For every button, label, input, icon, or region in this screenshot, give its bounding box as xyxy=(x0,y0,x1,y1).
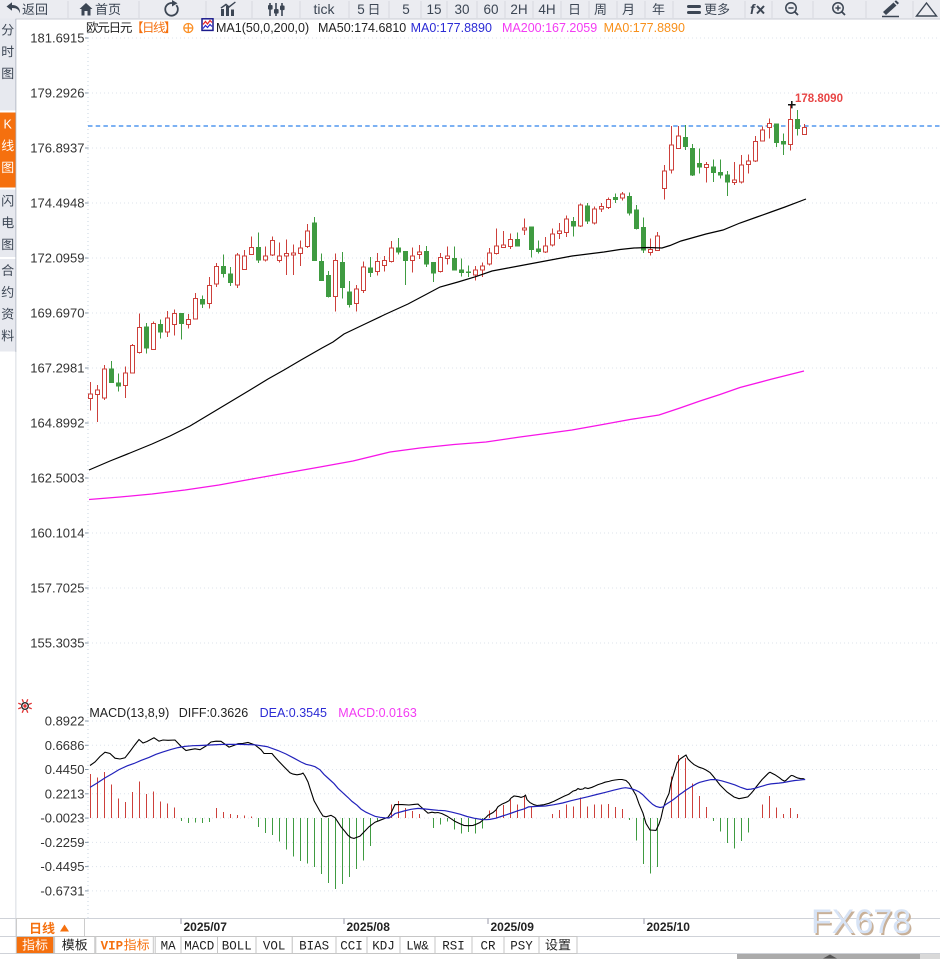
svg-text:155.3035: 155.3035 xyxy=(30,636,84,651)
svg-text:FX678: FX678 xyxy=(811,903,911,941)
svg-text:0.2213: 0.2213 xyxy=(45,786,85,801)
svg-text:2025/07: 2025/07 xyxy=(184,920,228,934)
svg-text:15: 15 xyxy=(426,2,441,17)
svg-text:0.4450: 0.4450 xyxy=(45,762,85,777)
svg-text:179.2926: 179.2926 xyxy=(30,86,84,101)
svg-text:176.8937: 176.8937 xyxy=(30,141,84,156)
svg-text:MACD: MACD xyxy=(184,940,214,954)
svg-text:DIFF:0.3626: DIFF:0.3626 xyxy=(179,706,249,720)
svg-text:-0.6731: -0.6731 xyxy=(40,883,84,898)
svg-text:2025/10: 2025/10 xyxy=(647,920,691,934)
svg-text:-0.4495: -0.4495 xyxy=(40,859,84,874)
svg-text:2025/09: 2025/09 xyxy=(491,920,535,934)
svg-text:0.6686: 0.6686 xyxy=(45,738,85,753)
svg-text:-0.0023: -0.0023 xyxy=(40,811,84,826)
svg-text:181.6915: 181.6915 xyxy=(30,31,84,46)
svg-text:BIAS: BIAS xyxy=(299,940,329,954)
svg-text:4H: 4H xyxy=(538,2,555,17)
svg-text:2H: 2H xyxy=(510,2,527,17)
svg-text:CCI: CCI xyxy=(340,940,363,954)
svg-text:-0.2259: -0.2259 xyxy=(40,835,84,850)
svg-text:KDJ: KDJ xyxy=(372,940,395,954)
svg-text:167.2981: 167.2981 xyxy=(30,361,84,376)
svg-text:MACD(13,8,9): MACD(13,8,9) xyxy=(89,706,169,720)
svg-text:162.5003: 162.5003 xyxy=(30,471,84,486)
svg-text:2025/08: 2025/08 xyxy=(347,920,391,934)
svg-text:K: K xyxy=(4,118,13,132)
svg-text:172.0959: 172.0959 xyxy=(30,251,84,266)
svg-text:5: 5 xyxy=(402,2,410,17)
svg-text:CR: CR xyxy=(480,940,496,954)
svg-text:MA1(50,0,200,0): MA1(50,0,200,0) xyxy=(216,21,309,35)
svg-text:VIP: VIP xyxy=(101,940,124,954)
svg-text:LW&: LW& xyxy=(406,940,429,954)
svg-text:MA: MA xyxy=(161,940,177,954)
svg-text:MA0:177.8890: MA0:177.8890 xyxy=(411,21,492,35)
svg-text:160.1014: 160.1014 xyxy=(30,526,84,541)
svg-text:5: 5 xyxy=(357,2,365,17)
svg-text:FX678: FX678 xyxy=(813,905,913,943)
svg-text:VOL: VOL xyxy=(263,940,286,954)
svg-text:DEA:0.3545: DEA:0.3545 xyxy=(260,706,327,720)
svg-text:164.8992: 164.8992 xyxy=(30,416,84,431)
svg-text:BOLL: BOLL xyxy=(222,940,252,954)
svg-text:tick: tick xyxy=(314,1,336,17)
svg-text:f: f xyxy=(750,1,756,17)
svg-text:RSI: RSI xyxy=(442,940,465,954)
svg-text:178.8090: 178.8090 xyxy=(795,93,843,105)
svg-text:169.6970: 169.6970 xyxy=(30,306,84,321)
svg-text:MA0:177.8890: MA0:177.8890 xyxy=(604,21,685,35)
svg-text:PSY: PSY xyxy=(510,940,533,954)
svg-text:174.4948: 174.4948 xyxy=(30,196,84,211)
svg-text:60: 60 xyxy=(483,2,498,17)
svg-text:MACD:0.0163: MACD:0.0163 xyxy=(338,706,417,720)
svg-text:0.8922: 0.8922 xyxy=(45,714,85,729)
svg-text:30: 30 xyxy=(454,2,469,17)
svg-text:MA200:167.2059: MA200:167.2059 xyxy=(502,21,597,35)
svg-text:157.7025: 157.7025 xyxy=(30,581,84,596)
svg-text:MA50:174.6810: MA50:174.6810 xyxy=(318,21,406,35)
